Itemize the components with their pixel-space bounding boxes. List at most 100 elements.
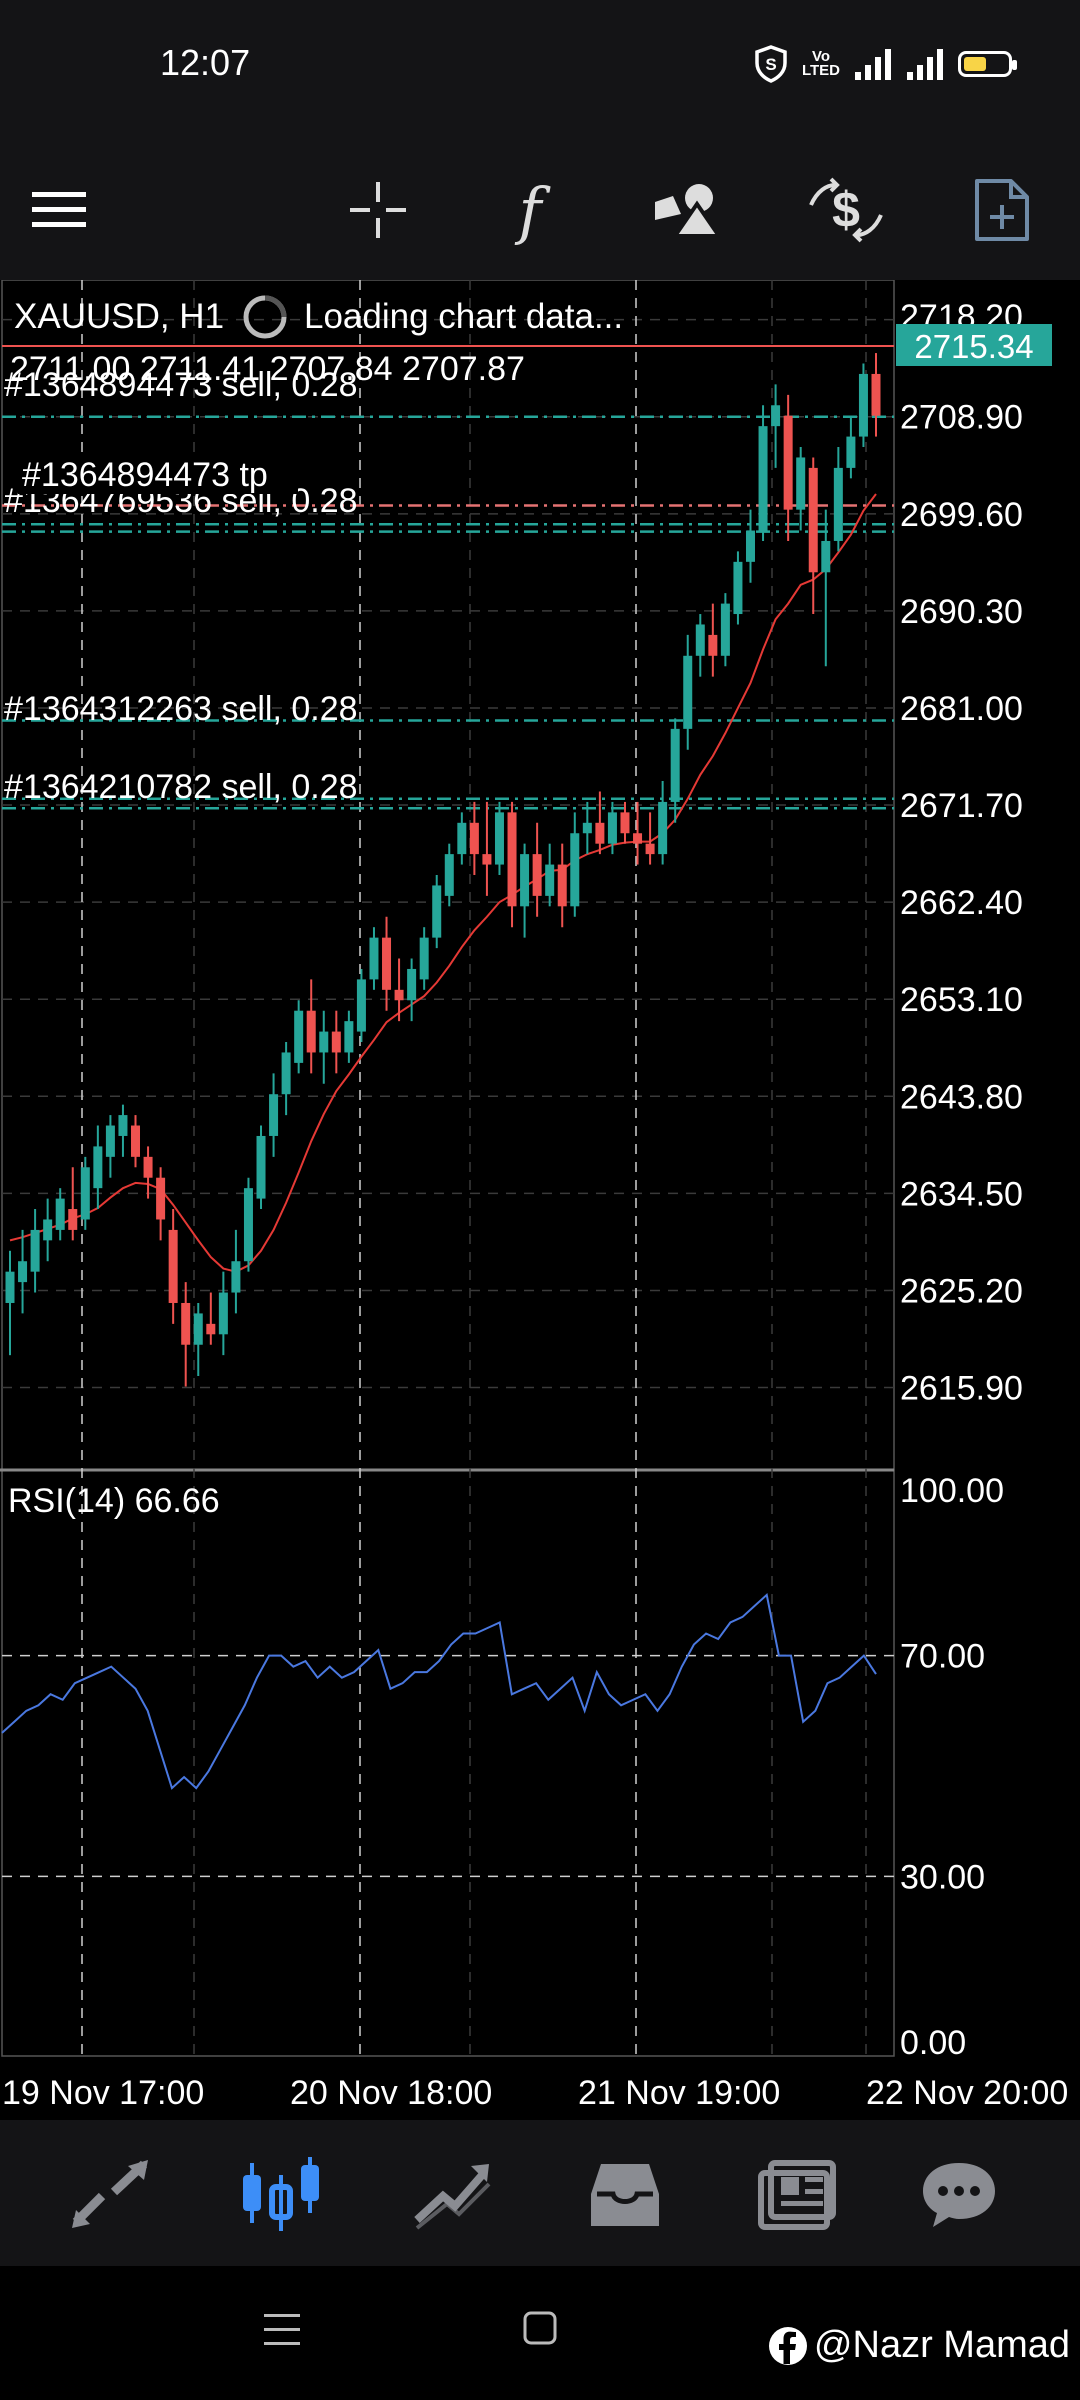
bear-candle bbox=[482, 854, 492, 865]
bull-candle bbox=[796, 457, 806, 510]
bull-candle bbox=[771, 405, 781, 427]
order-label[interactable]: #1364312263 sell, 0.28 bbox=[4, 690, 358, 728]
bear-candle bbox=[595, 822, 605, 844]
objects-icon[interactable] bbox=[648, 170, 728, 250]
menu-icon[interactable] bbox=[20, 170, 100, 250]
bear-candle bbox=[68, 1209, 78, 1230]
bull-candle bbox=[80, 1167, 90, 1220]
volte-text-bottom: LTED bbox=[801, 62, 840, 79]
price-tick-label: 2625.20 bbox=[900, 1272, 1023, 1310]
crosshair-icon[interactable] bbox=[338, 170, 418, 250]
chart-canvas[interactable]: #1364894473 sell, 0.28#1364769536 sell, … bbox=[0, 279, 1080, 2120]
bull-candle bbox=[118, 1115, 128, 1136]
price-tick-label: 2671.70 bbox=[900, 787, 1023, 825]
svg-text:$: $ bbox=[832, 182, 860, 238]
price-tick-label: 2690.30 bbox=[900, 593, 1023, 631]
trade-icon[interactable] bbox=[408, 2150, 498, 2240]
bull-candle bbox=[758, 426, 768, 531]
bear-candle bbox=[394, 989, 404, 1001]
bear-candle bbox=[708, 634, 718, 656]
bull-candle bbox=[18, 1261, 28, 1283]
time-tick-label: 20 Nov 18:00 bbox=[290, 2074, 492, 2112]
price-tick-label: 2653.10 bbox=[900, 981, 1023, 1019]
bear-candle bbox=[168, 1229, 178, 1303]
rsi-indicator bbox=[1, 1592, 877, 1790]
rsi-tick-label: 0.00 bbox=[900, 2024, 966, 2062]
bull-candle bbox=[281, 1052, 291, 1095]
bear-candle bbox=[507, 812, 517, 907]
chart-icon[interactable] bbox=[236, 2150, 326, 2240]
loading-spinner-arc bbox=[264, 295, 287, 318]
recent-apps-icon[interactable] bbox=[262, 2312, 302, 2348]
bull-candle bbox=[30, 1229, 40, 1272]
order-label[interactable]: #1364210782 sell, 0.28 bbox=[4, 768, 358, 806]
tp-label-bg bbox=[18, 454, 298, 494]
bull-candle bbox=[846, 436, 856, 468]
ma-line bbox=[9, 493, 877, 1273]
bull-candle bbox=[256, 1135, 266, 1199]
status-bar: 12:07 S Vo LTED bbox=[0, 0, 1080, 140]
watermark-text: @Nazr Mamad bbox=[813, 2324, 1070, 2366]
bull-candle bbox=[93, 1146, 103, 1189]
bear-candle bbox=[181, 1302, 191, 1345]
bull-candle bbox=[570, 833, 580, 907]
order-label[interactable]: #1364894473 sell, 0.28 bbox=[4, 366, 358, 404]
bear-candle bbox=[532, 854, 542, 896]
time-axis: 19 Nov 17:00 20 Nov 18:00 21 Nov 19:00 22 N… bbox=[2, 2074, 1068, 2112]
bear-candle bbox=[808, 467, 818, 573]
take-profit-label[interactable]: #1364894473 tp bbox=[22, 456, 268, 494]
news-icon[interactable] bbox=[752, 2150, 842, 2240]
rsi-panel-frame bbox=[1, 1469, 895, 2057]
chart-area[interactable]: #1364894473 sell, 0.28 #1364769536 sell, … bbox=[0, 279, 1080, 2120]
bull-candle bbox=[683, 655, 693, 729]
current-price-tag bbox=[896, 324, 1052, 366]
bull-candle bbox=[43, 1219, 53, 1241]
bull-candle bbox=[444, 854, 454, 896]
bull-candle bbox=[231, 1261, 241, 1293]
bull-candle bbox=[695, 624, 705, 656]
add-template-icon[interactable] bbox=[962, 170, 1042, 250]
rsi-tick-label: 30.00 bbox=[900, 1858, 985, 1896]
bull-candle bbox=[494, 812, 504, 865]
bull-candle bbox=[269, 1094, 279, 1136]
bull-candle bbox=[582, 822, 592, 834]
ohlc-text: 2711.00 2711.41 2707.84 2707.87 bbox=[10, 350, 525, 388]
home-icon[interactable] bbox=[522, 2310, 558, 2346]
bull-candle bbox=[218, 1292, 228, 1335]
price-tick-label: 2615.90 bbox=[900, 1370, 1023, 1408]
symbol-label[interactable]: XAUUSD, H1 bbox=[14, 297, 224, 336]
bull-candle bbox=[720, 603, 730, 656]
battery-level bbox=[964, 57, 986, 71]
bull-candle bbox=[5, 1271, 15, 1303]
time-tick-label: 21 Nov 19:00 bbox=[578, 2074, 780, 2112]
status-icons: S Vo LTED bbox=[754, 44, 1017, 84]
order-lines bbox=[2, 415, 894, 810]
system-navigation: @Nazr Mamad bbox=[0, 2266, 1080, 2400]
messages-icon[interactable] bbox=[914, 2150, 1004, 2240]
history-icon[interactable] bbox=[580, 2150, 670, 2240]
function-icon[interactable]: f bbox=[490, 170, 570, 250]
bull-candle bbox=[833, 467, 843, 541]
candles bbox=[5, 353, 881, 1387]
bull-candle bbox=[457, 822, 467, 855]
svg-text:S: S bbox=[765, 55, 776, 74]
bull-candle bbox=[294, 1010, 304, 1063]
function-glyph: f bbox=[518, 173, 542, 247]
current-price-label: 2715.34 bbox=[914, 328, 1033, 365]
bear-candle bbox=[331, 1031, 341, 1053]
bull-candle bbox=[670, 728, 680, 802]
moving-average bbox=[9, 493, 877, 1273]
bull-candle bbox=[658, 801, 668, 855]
status-time: 12:07 bbox=[160, 42, 251, 83]
bull-candle bbox=[319, 1031, 329, 1053]
bull-candle bbox=[419, 937, 429, 980]
bull-candle bbox=[821, 540, 831, 573]
rsi-label[interactable]: RSI(14) 66.66 bbox=[8, 1482, 220, 1520]
volte-text-top: Vo bbox=[811, 48, 830, 65]
quotes-icon[interactable] bbox=[65, 2150, 155, 2240]
price-tick-label: 2708.90 bbox=[900, 399, 1023, 437]
bull-candle bbox=[356, 979, 366, 1032]
time-tick-label: 22 Nov 20:00 bbox=[866, 2074, 1068, 2112]
trade-icon[interactable]: $ bbox=[806, 170, 886, 250]
bull-candle bbox=[55, 1198, 65, 1230]
